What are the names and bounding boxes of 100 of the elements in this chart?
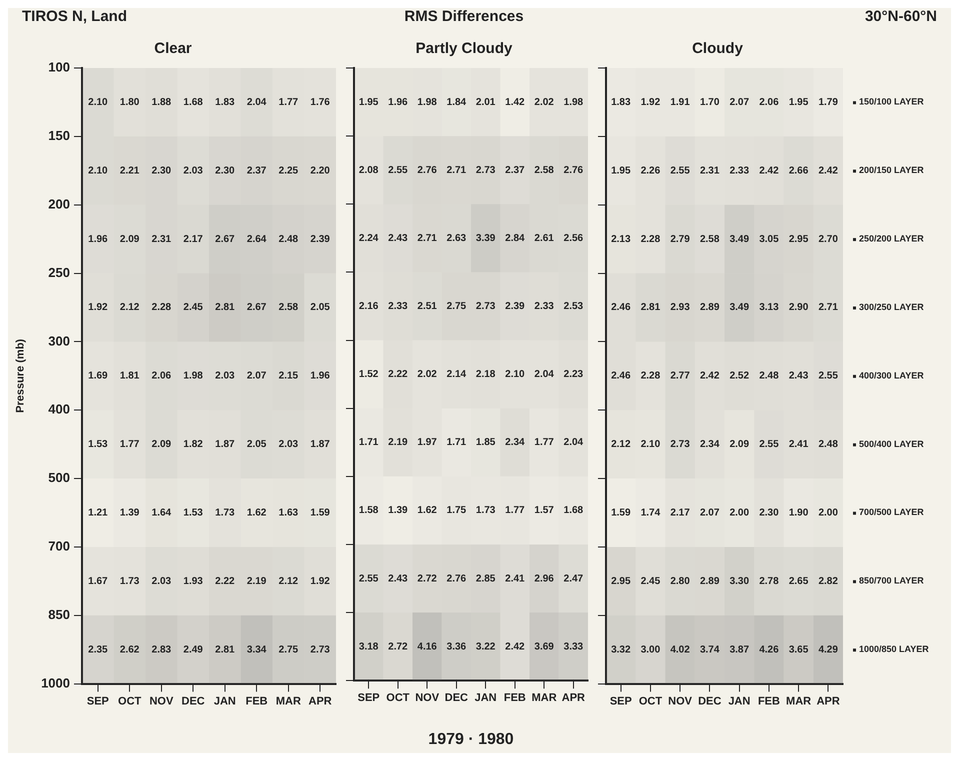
- y2-tick-label: 850/700 LAYER: [859, 576, 924, 586]
- data-label: 2.37: [505, 164, 526, 176]
- x-tick-label: DEC: [182, 695, 205, 708]
- data-label: 3.18: [358, 641, 379, 652]
- data-label: 3.49: [730, 234, 750, 245]
- x-tick-label: SEP: [610, 695, 632, 708]
- data-label: 2.30: [215, 165, 236, 176]
- data-label: 2.72: [417, 573, 438, 584]
- data-label: 2.30: [759, 507, 780, 518]
- data-label: 2.28: [640, 370, 661, 382]
- data-label: 3.74: [700, 644, 720, 656]
- data-label: 2.22: [388, 369, 408, 380]
- data-label: 2.42: [505, 641, 526, 652]
- data-label: 1.92: [310, 576, 330, 587]
- data-label: 2.31: [700, 165, 720, 176]
- data-label: 1.42: [505, 96, 526, 108]
- data-label: 2.12: [120, 302, 140, 314]
- data-label: 1.59: [310, 507, 330, 518]
- data-label: 2.61: [534, 232, 554, 244]
- x-tick-label: DEC: [444, 692, 468, 704]
- chart-title: Clear: [154, 40, 192, 58]
- data-label: 2.42: [759, 165, 780, 176]
- data-label: 2.70: [818, 234, 838, 245]
- x-tick-label: DEC: [698, 695, 722, 708]
- data-label: 2.58: [700, 234, 720, 245]
- data-label: 1.67: [88, 576, 108, 587]
- data-label: 2.73: [476, 300, 496, 312]
- data-label: 2.89: [700, 302, 720, 314]
- data-label: 1.73: [120, 576, 140, 587]
- data-label: 2.81: [215, 302, 236, 314]
- data-label: 2.06: [152, 370, 172, 382]
- data-label: 1.87: [215, 439, 236, 450]
- data-label: 2.43: [788, 370, 809, 382]
- data-label: 2.62: [120, 644, 140, 656]
- text: 500: [48, 470, 70, 486]
- data-label: 1.85: [476, 437, 496, 448]
- data-label: 2.10: [88, 165, 108, 176]
- text: 150: [48, 128, 70, 143]
- data-label: 1.90: [788, 507, 809, 518]
- data-label: 1.68: [564, 505, 584, 516]
- data-label: 2.85: [476, 573, 496, 584]
- data-label: 2.02: [417, 369, 438, 380]
- data-label: 2.48: [759, 370, 780, 382]
- data-label: 2.12: [611, 439, 631, 450]
- data-label: 2.63: [446, 232, 467, 244]
- text: 100: [48, 60, 70, 75]
- data-label: 2.82: [818, 576, 838, 587]
- x-tick-label: SEP: [358, 692, 380, 704]
- data-label: 2.46: [611, 302, 631, 314]
- data-label: 2.67: [215, 234, 236, 245]
- x-tick-label: MAR: [786, 695, 812, 708]
- data-label: 2.12: [278, 576, 299, 587]
- data-label: 1.83: [611, 96, 631, 108]
- data-label: 2.43: [388, 232, 408, 244]
- data-label: 1.97: [417, 437, 438, 448]
- data-label: 2.09: [730, 439, 750, 450]
- data-label: 3.22: [476, 641, 496, 652]
- data-label: 3.87: [730, 644, 750, 656]
- x-tick-label: FEB: [758, 695, 780, 708]
- data-label: 2.81: [215, 644, 236, 656]
- x-tick-label: OCT: [118, 695, 142, 708]
- data-label: 3.30: [730, 576, 750, 587]
- text: 250: [48, 264, 70, 280]
- data-label: 2.64: [246, 234, 267, 245]
- data-label: 1.73: [215, 507, 236, 518]
- data-label: 1.87: [310, 439, 330, 450]
- data-label: 2.75: [446, 300, 467, 312]
- data-label: 2.90: [788, 302, 809, 314]
- x-tick-label: NOV: [415, 692, 440, 704]
- data-label: 2.34: [505, 437, 526, 448]
- data-label: 1.92: [88, 302, 108, 314]
- data-label: 2.89: [700, 576, 720, 587]
- data-label: 2.75: [278, 644, 299, 656]
- y-axis-title: Pressure (mb): [14, 338, 27, 413]
- data-label: 2.55: [818, 370, 838, 382]
- data-label: 2.23: [564, 369, 584, 380]
- data-label: 2.08: [358, 164, 379, 176]
- data-label: 2.13: [611, 234, 631, 245]
- data-label: 2.79: [670, 234, 690, 245]
- data-label: 2.04: [564, 437, 584, 448]
- data-label: 2.22: [215, 576, 236, 587]
- x-tick-label: JAN: [214, 695, 236, 708]
- data-label: 2.65: [788, 576, 809, 587]
- data-label: 2.52: [730, 370, 750, 382]
- data-label: 2.66: [788, 165, 809, 176]
- data-label: 3.69: [534, 641, 554, 652]
- data-label: 1.96: [88, 234, 108, 245]
- x-tick-label: FEB: [504, 692, 526, 704]
- data-label: 1.77: [534, 437, 554, 448]
- x-tick-label: MAR: [532, 692, 557, 704]
- data-label: 1.70: [700, 96, 720, 108]
- data-label: 2.18: [476, 369, 496, 380]
- data-label: 2.84: [505, 232, 526, 244]
- data-label: 2.09: [152, 439, 172, 450]
- data-label: 1.98: [564, 96, 584, 108]
- data-label: 2.55: [388, 164, 408, 176]
- data-label: 2.28: [152, 302, 172, 314]
- data-label: 1.57: [534, 505, 554, 516]
- data-label: 3.36: [446, 641, 467, 652]
- data-label: 4.02: [670, 644, 690, 656]
